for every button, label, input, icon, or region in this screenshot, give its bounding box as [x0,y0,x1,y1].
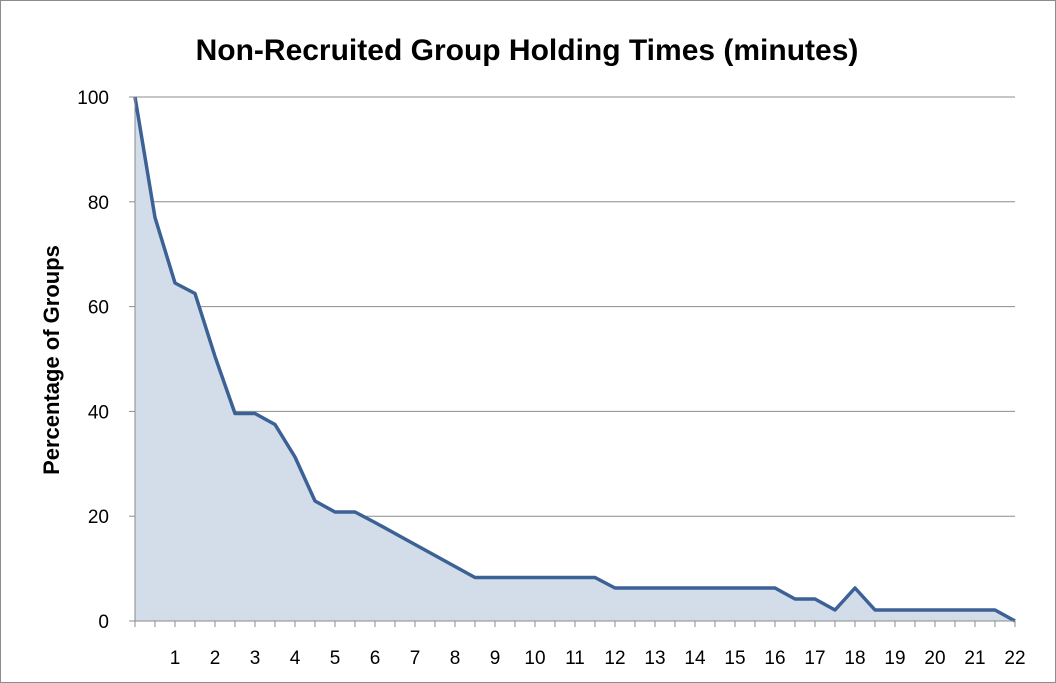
x-tick-label: 4 [290,648,301,669]
x-tick-label: 22 [1004,648,1025,669]
x-tick-label: 16 [764,648,785,669]
x-tick-label: 10 [524,648,545,669]
y-tick-label: 40 [88,402,109,423]
y-tick-label: 0 [98,612,109,633]
y-tick-label: 60 [88,298,109,319]
y-axis-label: Percentage of Groups [39,245,64,475]
x-tick-label: 20 [924,648,945,669]
x-tick-label: 3 [250,648,261,669]
plot-area [133,96,1016,623]
y-tick-label: 100 [77,88,109,109]
x-tick-label: 17 [804,648,825,669]
y-tick-labels: 0 20 40 60 80 100 [77,88,109,633]
x-tick-label: 14 [684,648,706,669]
axes [129,96,1016,627]
x-tick-label: 18 [844,648,865,669]
x-tick-label: 21 [964,648,985,669]
x-tick-label: 7 [410,648,421,669]
x-tick-label: 5 [330,648,341,669]
x-tick-label: 8 [450,648,461,669]
y-tick-label: 20 [88,507,109,528]
chart-title: Non-Recruited Group Holding Times (minut… [196,34,859,67]
series-area-fill [135,97,1015,621]
x-tick-label: 6 [370,648,381,669]
x-tick-labels: 1 2 3 4 5 6 7 8 9 10 11 12 13 14 15 16 17 18 19 20 21 22 [170,648,1026,669]
y-tick-label: 80 [88,193,109,214]
x-tick-label: 2 [210,648,221,669]
x-tick-label: 11 [565,648,585,669]
x-tick-label: 19 [884,648,905,669]
x-tick-label: 13 [644,648,665,669]
x-tick-label: 15 [724,648,745,669]
x-tick-label: 9 [490,648,501,669]
series-line [133,96,1016,623]
x-tick-label: 1 [170,648,181,669]
x-tick-label: 12 [604,648,625,669]
